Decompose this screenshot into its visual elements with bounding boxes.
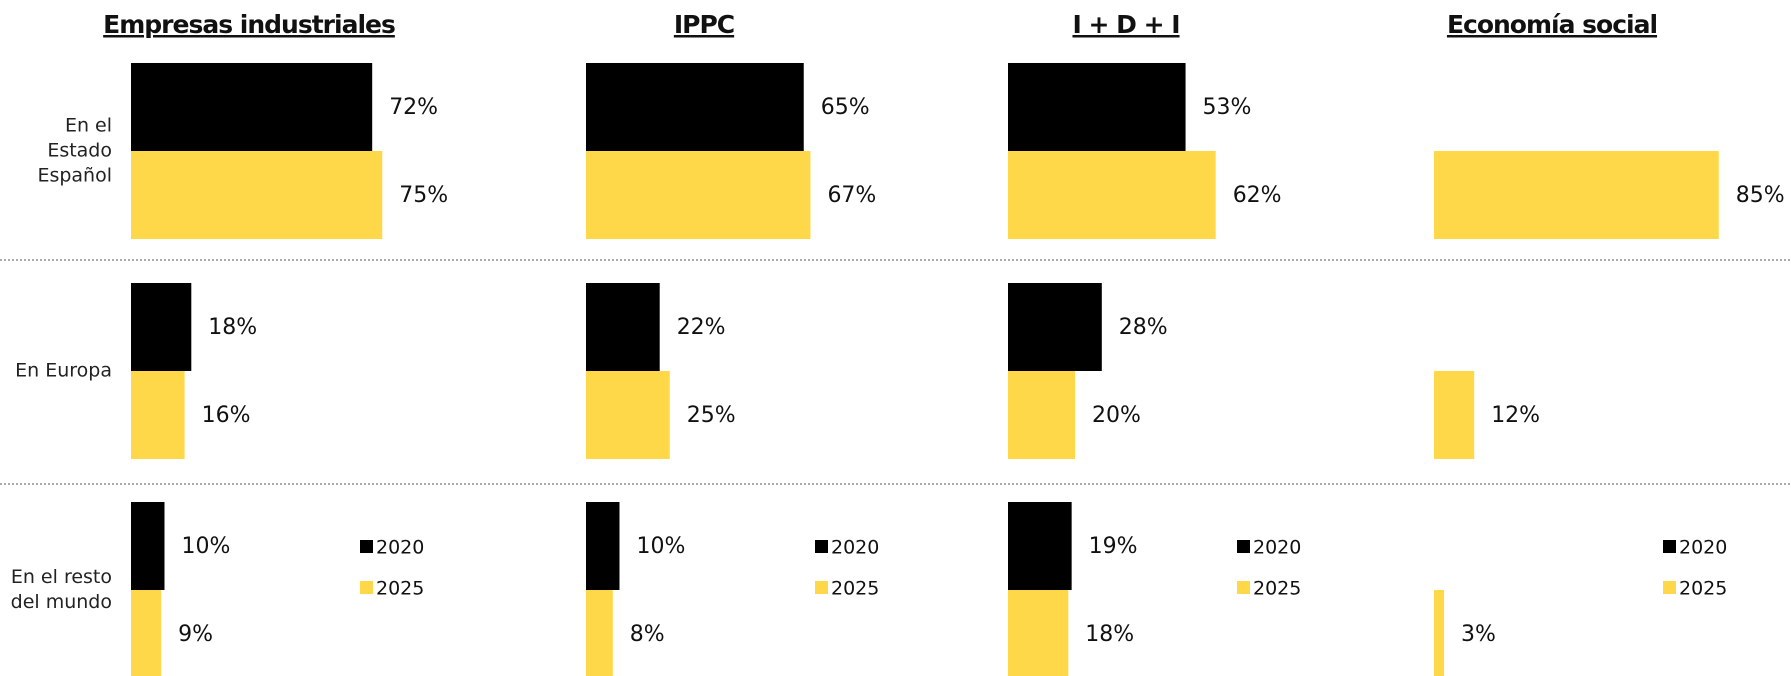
value-label: 18% <box>1085 622 1134 647</box>
value-label: 28% <box>1119 315 1168 340</box>
value-label: 72% <box>389 95 438 120</box>
value-label: 65% <box>821 95 870 120</box>
bar <box>1008 502 1072 590</box>
bar <box>131 283 192 371</box>
legend-swatch <box>815 540 828 553</box>
bar <box>1008 63 1186 151</box>
legend-label: 2025 <box>831 578 879 600</box>
legend-label: 2020 <box>1679 537 1727 559</box>
value-label: 12% <box>1491 403 1540 428</box>
bar <box>131 63 373 151</box>
value-label: 16% <box>202 403 251 428</box>
legend-label: 2020 <box>1253 537 1301 559</box>
legend-swatch <box>815 581 828 594</box>
legend-swatch <box>1237 540 1250 553</box>
legend-label: 2025 <box>1253 578 1301 600</box>
value-label: 85% <box>1736 183 1785 208</box>
value-label: 8% <box>630 622 665 647</box>
legend-label: 2020 <box>376 537 424 559</box>
bar <box>131 151 383 239</box>
bar <box>586 502 620 590</box>
value-label: 10% <box>637 534 686 559</box>
row-label: En el resto del mundo <box>10 566 112 613</box>
legend-label: 2025 <box>1679 578 1727 600</box>
legend-label: 2020 <box>831 537 879 559</box>
legend-swatch <box>360 581 373 594</box>
panel-title: Economía social <box>1447 10 1657 39</box>
value-label: 67% <box>827 183 876 208</box>
bar <box>1434 590 1445 676</box>
panel-title: IPPC <box>674 10 734 39</box>
legend-swatch <box>360 540 373 553</box>
panel-title: Empresas industriales <box>103 10 395 39</box>
row-label: En el Estado Español <box>37 114 112 187</box>
bar <box>1008 590 1069 676</box>
bar <box>1008 283 1102 371</box>
legend-swatch <box>1237 581 1250 594</box>
value-label: 53% <box>1203 95 1252 120</box>
value-label: 20% <box>1092 403 1141 428</box>
bar <box>1434 151 1719 239</box>
value-label: 75% <box>399 183 448 208</box>
legend-label: 2025 <box>376 578 424 600</box>
bar <box>586 151 811 239</box>
legend-swatch <box>1663 540 1676 553</box>
bar <box>131 371 185 459</box>
bar <box>586 590 613 676</box>
value-label: 62% <box>1233 183 1282 208</box>
bar <box>586 371 670 459</box>
row-label: En Europa <box>15 359 112 382</box>
value-label: 10% <box>182 534 231 559</box>
value-label: 9% <box>178 622 213 647</box>
bar <box>1434 371 1475 459</box>
bar <box>586 283 660 371</box>
legend-swatch <box>1663 581 1676 594</box>
bar <box>131 590 162 676</box>
value-label: 19% <box>1089 534 1138 559</box>
value-label: 3% <box>1461 622 1496 647</box>
value-label: 22% <box>677 315 726 340</box>
bar <box>1008 151 1216 239</box>
panel-title: I + D + I <box>1072 10 1179 39</box>
value-label: 18% <box>208 315 257 340</box>
value-label: 25% <box>687 403 736 428</box>
bar <box>586 63 804 151</box>
bar <box>131 502 165 590</box>
bar <box>1008 371 1075 459</box>
